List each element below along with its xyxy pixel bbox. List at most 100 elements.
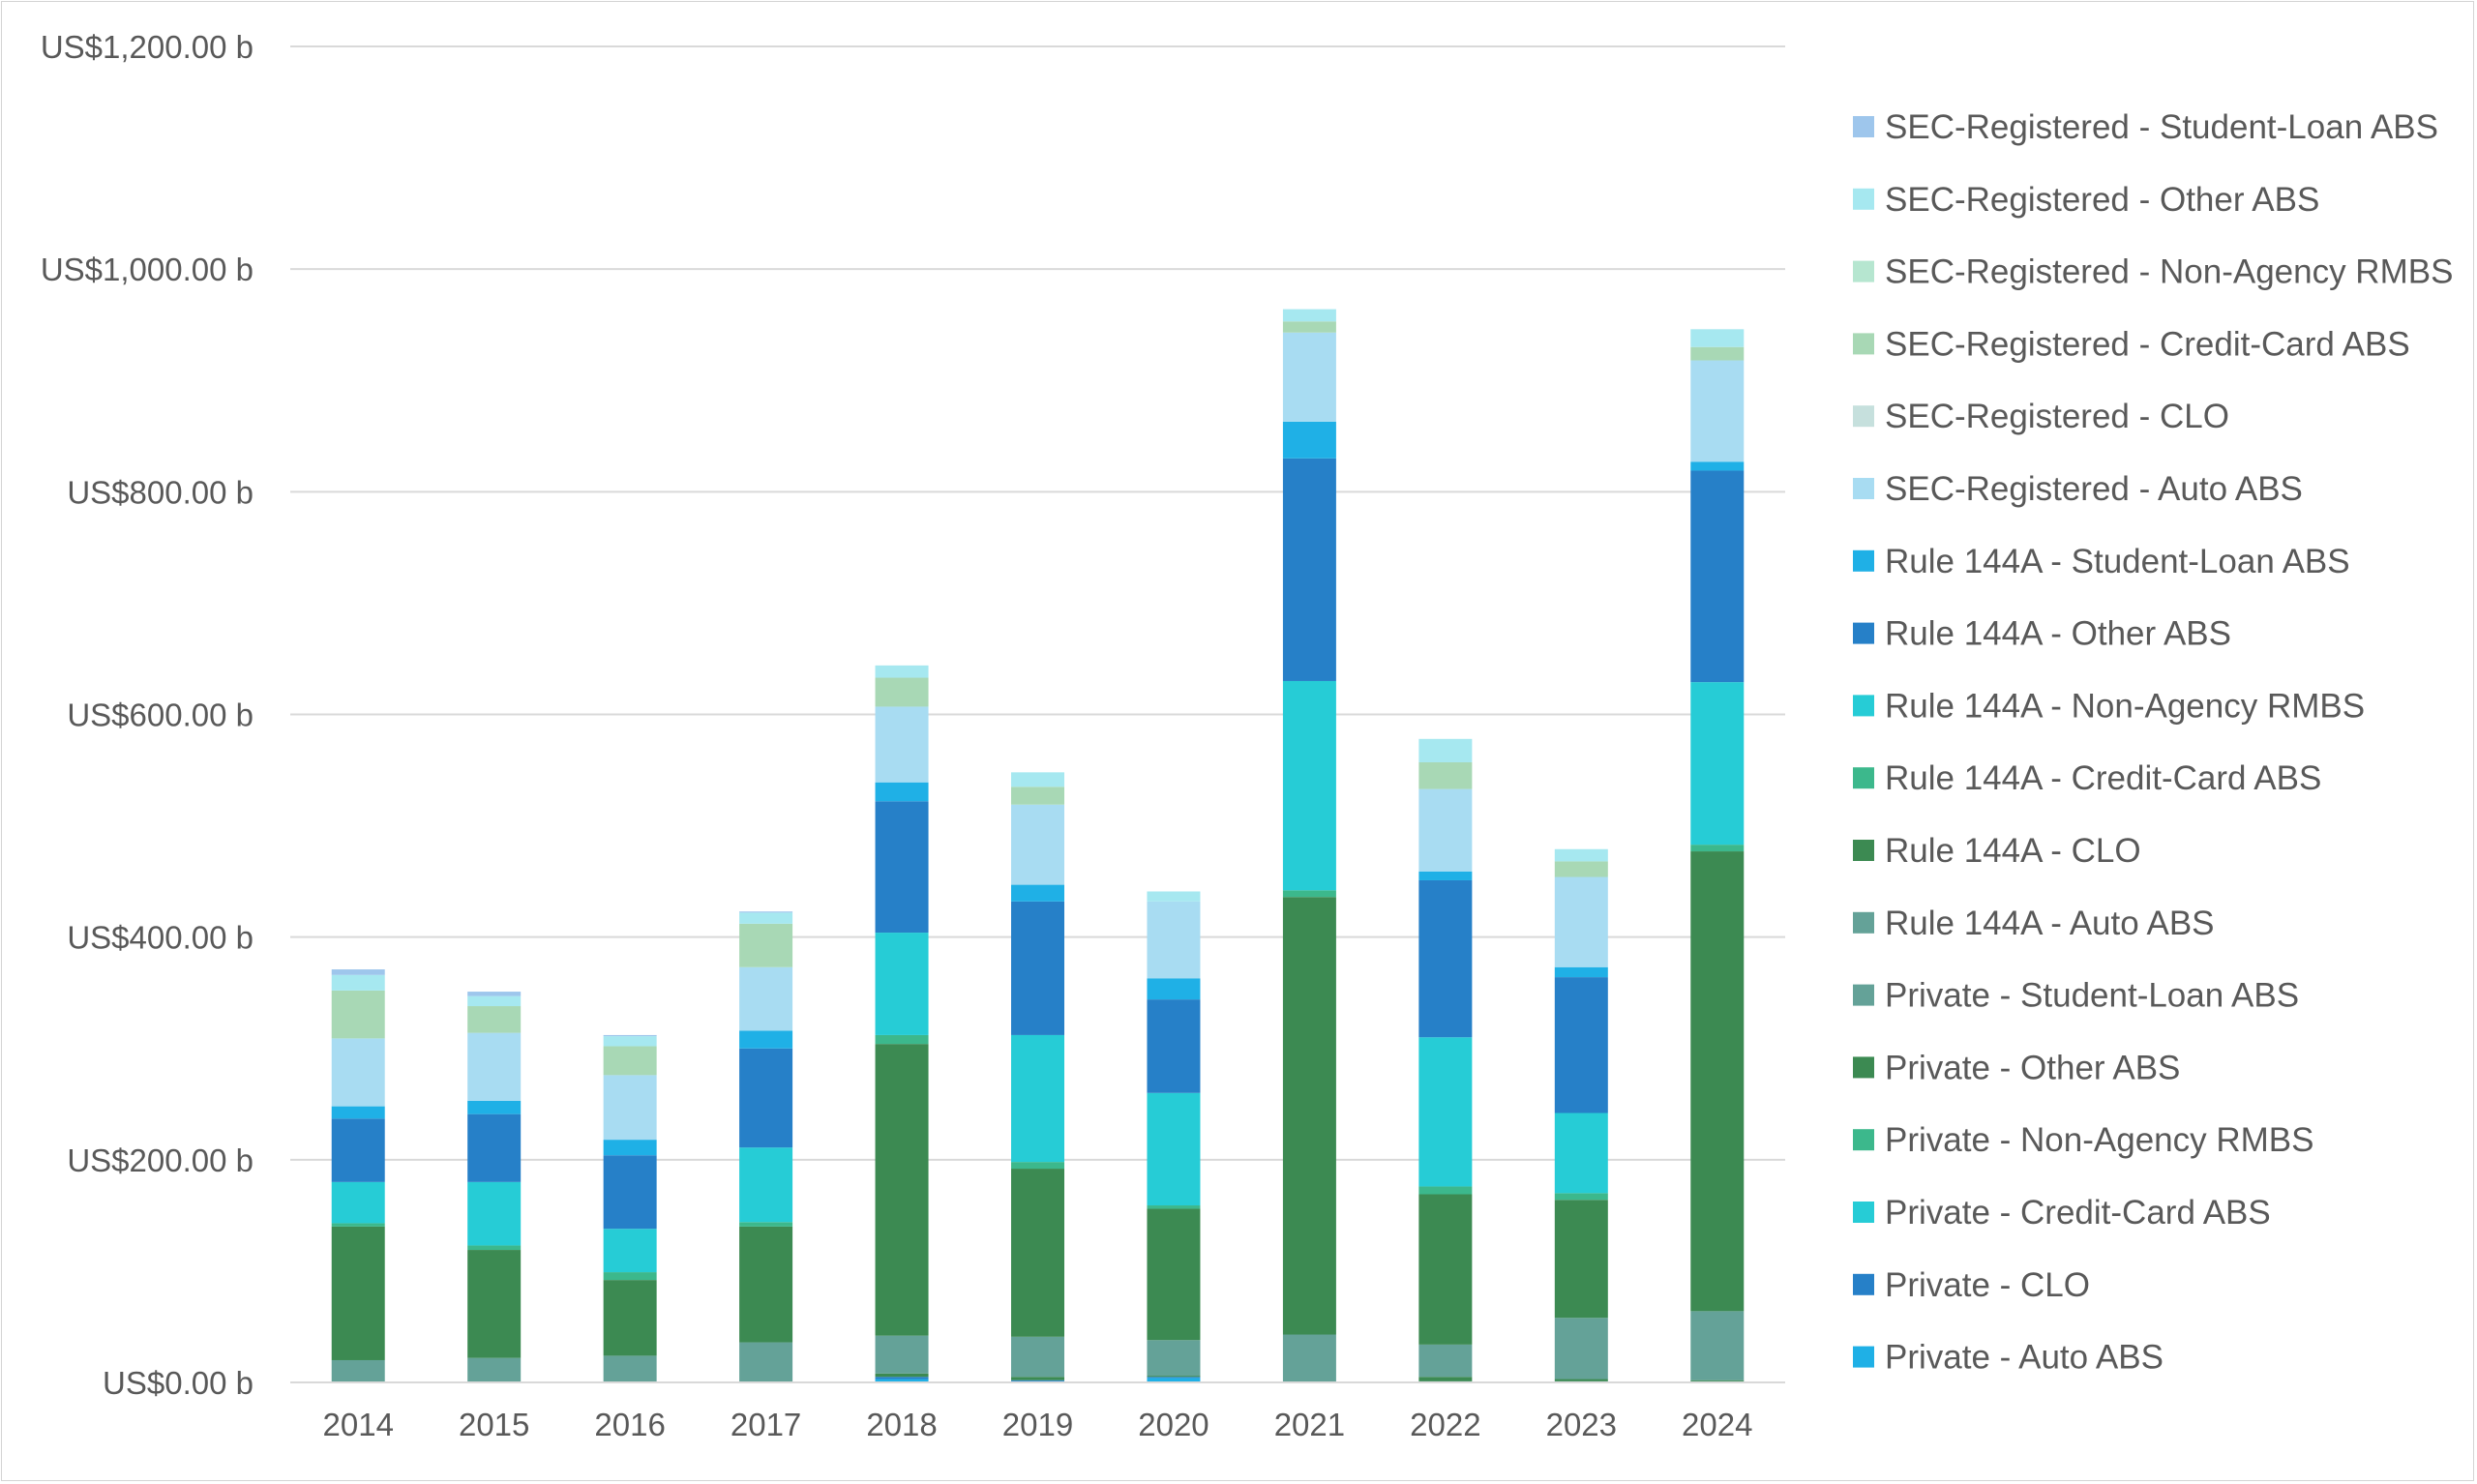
legend-label: Private - Non-Agency RMBS: [1885, 1121, 2313, 1159]
legend-swatch: [1853, 1202, 1874, 1223]
bar-segment: [1011, 1377, 1064, 1380]
bar-segment: [1690, 1311, 1745, 1380]
bar-segment: [1282, 680, 1336, 891]
bar-segment: [1282, 332, 1336, 422]
bar-segment: [603, 1355, 657, 1382]
bar-segment: [1690, 470, 1745, 683]
bar-segment: [1554, 1113, 1608, 1194]
x-tick-label: 2020: [1138, 1407, 1209, 1442]
bar-segment: [1418, 1377, 1473, 1381]
legend-swatch: [1853, 549, 1874, 572]
bar-segment: [1282, 458, 1336, 681]
bar-segment: [739, 1222, 793, 1227]
bar-segment: [1554, 977, 1608, 1113]
bar-segment: [875, 782, 929, 802]
bar-segment: [1282, 421, 1336, 459]
legend-label: Private - Auto ABS: [1885, 1339, 2164, 1377]
bar-segment: [467, 1181, 522, 1246]
bar-segment: [1011, 901, 1064, 1035]
bars: [331, 309, 1745, 1382]
bar-segment: [1147, 1377, 1201, 1379]
legend-label: SEC-Registered - Other ABS: [1885, 181, 2319, 219]
bar-segment: [467, 1357, 522, 1382]
bar-segment: [603, 1155, 657, 1230]
bar-segment: [1554, 848, 1608, 862]
legend-swatch: [1853, 333, 1874, 355]
y-tick-label: US$1,200.00 b: [41, 29, 254, 65]
bar-segment: [1418, 1037, 1473, 1187]
bar-segment: [603, 1272, 657, 1281]
bar-segment: [1418, 1186, 1473, 1195]
bar-segment: [1690, 360, 1745, 462]
bar-segment: [739, 1147, 793, 1223]
bar-segment: [1282, 309, 1336, 322]
bar-segment: [1147, 891, 1201, 902]
bar-segment: [1418, 761, 1473, 789]
legend-swatch: [1853, 405, 1874, 428]
bar-segment: [331, 1181, 385, 1224]
legend-swatch: [1853, 984, 1874, 1006]
bar-segment: [1690, 682, 1745, 846]
bar-segment: [875, 1335, 929, 1374]
legend-label: Rule 144A - CLO: [1885, 832, 2141, 870]
legend-swatch: [1853, 260, 1874, 282]
bar-segment: [603, 1280, 657, 1356]
bar-segment: [1011, 1336, 1064, 1378]
bar-segment: [331, 974, 385, 991]
bar-segment: [467, 995, 522, 1007]
x-tick-label: 2014: [323, 1407, 394, 1442]
bar-segment: [1011, 787, 1064, 805]
bar-segment: [1011, 1162, 1064, 1170]
bar-segment: [331, 1038, 385, 1107]
bar-segment: [1147, 1092, 1201, 1206]
bar-segment: [1147, 999, 1201, 1093]
legend: SEC-Registered - Student-Loan ABS SEC-Reg…: [1853, 108, 2453, 1377]
bar-segment: [467, 992, 522, 996]
bar-segment: [331, 1106, 385, 1119]
legend-swatch: [1853, 116, 1874, 137]
bar-segment: [467, 1006, 522, 1033]
bar-segment: [875, 1377, 929, 1380]
x-tick-label: 2017: [731, 1407, 801, 1442]
bar-segment: [1554, 1379, 1608, 1381]
bar-segment: [467, 1032, 522, 1101]
bar-segment: [1418, 1194, 1473, 1345]
bar-segment: [1282, 897, 1336, 1335]
bar-segment: [603, 1036, 657, 1047]
legend-swatch: [1853, 695, 1874, 717]
bar-segment: [739, 923, 793, 967]
bar-segment: [1011, 1034, 1064, 1163]
legend-label: SEC-Registered - Student-Loan ABS: [1885, 108, 2438, 146]
legend-label: Rule 144A - Credit-Card ABS: [1885, 759, 2321, 797]
bar-segment: [1554, 1193, 1608, 1201]
y-tick-label: US$0.00 b: [103, 1365, 254, 1401]
legend-swatch: [1853, 911, 1874, 934]
legend-label: Rule 144A - Student-Loan ABS: [1885, 543, 2350, 580]
bar-segment: [1147, 1208, 1201, 1341]
bar-segment: [1554, 1318, 1608, 1380]
legend-swatch: [1853, 1273, 1874, 1295]
bar-segment: [467, 1250, 522, 1358]
bar-segment: [1011, 1380, 1064, 1381]
legend-label: Private - Other ABS: [1885, 1049, 2180, 1086]
legend-label: SEC-Registered - Non-Agency RMBS: [1885, 253, 2453, 291]
legend-swatch: [1853, 188, 1874, 210]
bar-segment: [739, 1226, 793, 1343]
bar-segment: [1147, 978, 1201, 1000]
bar-segment: [603, 1075, 657, 1141]
bar-segment: [1282, 890, 1336, 898]
bar-segment: [875, 665, 929, 678]
bar-segment: [1147, 1378, 1201, 1382]
bar-segment: [875, 933, 929, 1035]
y-tick-label: US$200.00 b: [67, 1143, 254, 1178]
bar-segment: [1282, 1334, 1336, 1382]
bar-segment: [1554, 966, 1608, 978]
bar-segment: [1011, 772, 1064, 787]
bar-segment: [467, 1113, 522, 1182]
bar-segment: [1690, 346, 1745, 361]
bar-segment: [331, 990, 385, 1039]
legend-label: SEC-Registered - CLO: [1885, 398, 2229, 435]
bar-segment: [603, 1046, 657, 1076]
bar-segment: [1147, 901, 1201, 979]
bar-segment: [739, 966, 793, 1031]
